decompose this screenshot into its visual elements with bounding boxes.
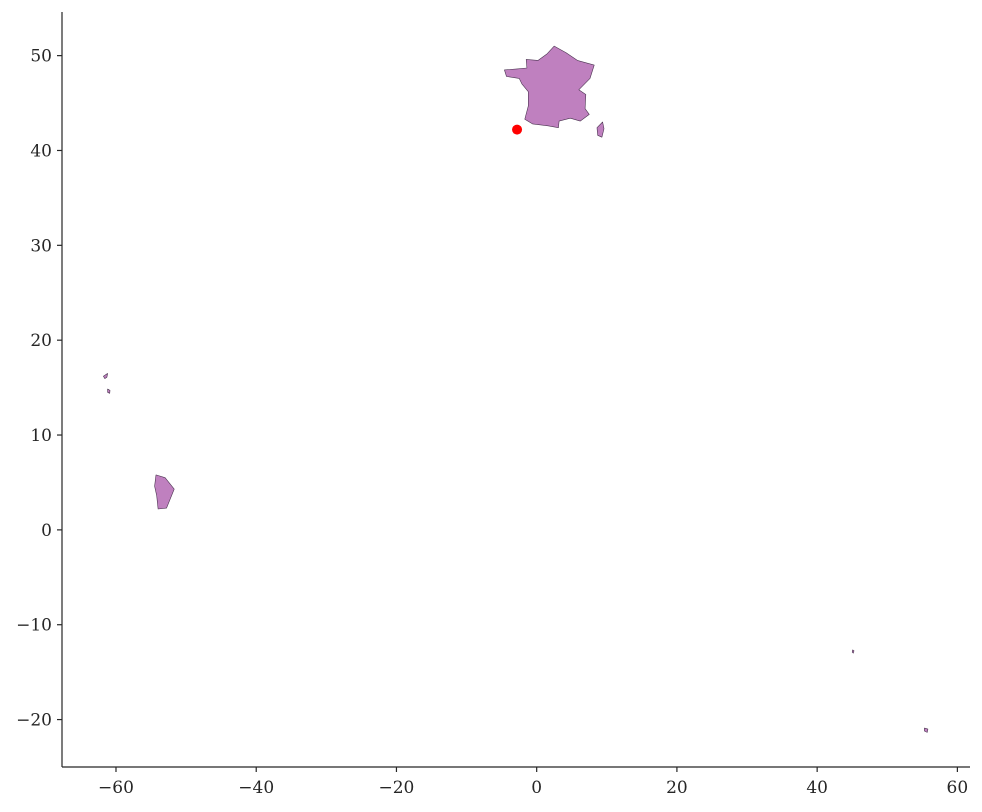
x-tick-label: −40 [238,778,274,798]
region-metropolitan-france [504,45,595,128]
region-reunion [924,727,929,733]
region-mayotte [851,649,855,654]
x-tick-label: −60 [98,778,134,798]
y-tick-label: 50 [30,47,52,67]
y-tick-label: 30 [30,236,52,256]
y-tick-label: 10 [30,426,52,446]
region-guadeloupe [103,373,108,379]
region-corsica [596,121,605,138]
regions-layer [103,45,929,733]
region-french-guiana [154,474,175,510]
y-tick-label: 20 [30,331,52,351]
y-tick-label: 40 [30,141,52,161]
x-axis-ticks: −60 −40 −20 0 20 40 60 [98,767,968,798]
region-martinique [107,388,111,394]
y-tick-label: −10 [16,616,52,636]
points-layer [512,124,523,135]
x-tick-label: 0 [531,778,542,798]
y-tick-label: −20 [16,711,52,731]
point-marker [512,124,523,135]
x-tick-label: 40 [806,778,828,798]
x-tick-label: 60 [947,778,969,798]
y-axis-ticks: −20 −10 0 10 20 30 40 50 [16,47,62,731]
x-tick-label: −20 [379,778,415,798]
y-tick-label: 0 [41,521,52,541]
x-tick-label: 20 [666,778,688,798]
